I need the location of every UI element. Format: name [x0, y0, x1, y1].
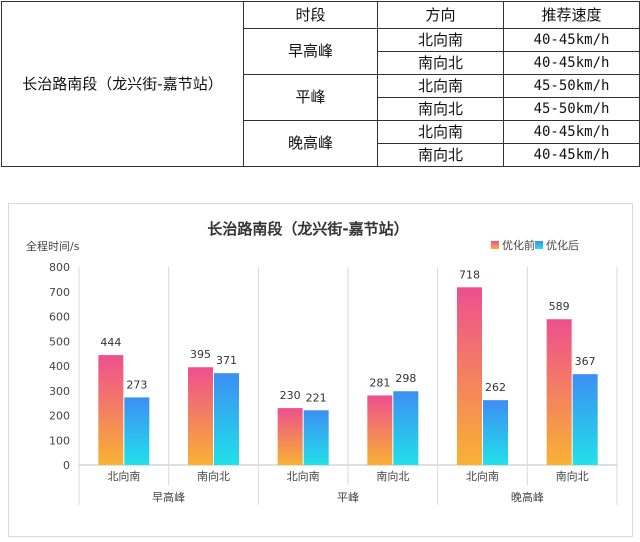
period-cell: 晚高峰 [243, 120, 378, 167]
speed-cell: 45-50km/h [503, 97, 640, 121]
header-period: 时段 [243, 1, 378, 29]
speed-table: 长治路南段（龙兴街-嘉节站） 时段 方向 推荐速度 早高峰 北向南 40-45k… [1, 1, 640, 167]
period-cell: 平峰 [243, 74, 378, 121]
y-tick-label: 600 [49, 311, 70, 324]
bar [483, 400, 508, 465]
bar [367, 395, 393, 465]
bar [572, 374, 598, 465]
group-label: 早高峰 [152, 490, 185, 504]
data-label: 230 [280, 389, 301, 402]
x-tick-label: 北向南 [287, 469, 320, 483]
data-label: 221 [306, 391, 327, 404]
y-tick-label: 200 [49, 410, 70, 423]
plot-bars [98, 287, 598, 465]
speed-cell: 40-45km/h [503, 120, 640, 144]
chart-container: 长治路南段（龙兴街-嘉节站） 全程时间/s 优化前 优化后 0 100 200 300 4… [8, 203, 633, 537]
plot-grid: 0 100 200 300 400 500 600 700 800 [49, 261, 618, 505]
y-axis-label: 全程时间/s [26, 239, 80, 253]
data-label: 371 [216, 354, 237, 367]
direction-cell: 南向北 [377, 51, 504, 75]
bar [277, 408, 303, 465]
chart-title: 长治路南段（龙兴街-嘉节站） [207, 220, 408, 238]
direction-cell: 北向南 [377, 74, 504, 98]
bar [98, 355, 124, 465]
header-speed: 推荐速度 [503, 1, 640, 29]
legend-label: 优化前 [502, 238, 535, 252]
header-direction: 方向 [377, 1, 504, 29]
direction-cell: 南向北 [377, 143, 504, 167]
legend: 优化前 优化后 [491, 238, 579, 252]
x-tick-label: 北向南 [107, 469, 140, 483]
data-label: 367 [575, 355, 596, 368]
legend-label: 优化后 [546, 238, 579, 252]
y-tick-label: 300 [49, 385, 70, 398]
bar [214, 373, 239, 465]
data-label: 273 [126, 378, 147, 391]
bar [303, 410, 329, 465]
speed-cell: 45-50km/h [503, 74, 640, 98]
speed-cell: 40-45km/h [503, 51, 640, 75]
data-label: 589 [549, 300, 570, 313]
period-cell: 早高峰 [243, 28, 378, 75]
x-tick-label: 南向北 [556, 469, 589, 483]
direction-cell: 南向北 [377, 97, 504, 121]
y-tick-label: 0 [63, 459, 70, 472]
speed-cell: 40-45km/h [503, 28, 640, 52]
y-tick-label: 700 [49, 286, 70, 299]
group-label: 晚高峰 [511, 490, 544, 504]
x-tick-label: 南向北 [197, 469, 230, 483]
data-label: 444 [100, 336, 121, 349]
legend-swatch [491, 241, 499, 249]
segment-cell: 长治路南段（龙兴街-嘉节站） [1, 1, 244, 167]
bar [124, 397, 150, 465]
legend-swatch [535, 241, 543, 249]
x-tick-label: 北向南 [466, 469, 499, 483]
y-tick-label: 400 [49, 360, 70, 373]
bar [457, 287, 482, 465]
data-label: 718 [459, 268, 480, 281]
segment-name: 长治路南段（龙兴街-嘉节站） [22, 74, 223, 93]
data-label: 395 [190, 348, 211, 361]
bar-chart: 长治路南段（龙兴街-嘉节站） 全程时间/s 优化前 优化后 0 100 200 300 4… [8, 203, 633, 537]
speed-cell: 40-45km/h [503, 143, 640, 167]
y-tick-label: 100 [49, 434, 70, 447]
y-tick-label: 800 [49, 261, 70, 274]
data-label: 281 [369, 376, 390, 389]
y-tick-label: 500 [49, 335, 70, 348]
direction-cell: 北向南 [377, 120, 504, 144]
x-tick-label: 南向北 [376, 469, 409, 483]
direction-cell: 北向南 [377, 28, 504, 52]
data-label: 298 [395, 372, 416, 385]
bar [546, 319, 572, 465]
bar [188, 367, 213, 465]
group-label: 平峰 [337, 491, 359, 504]
data-label: 262 [485, 381, 506, 394]
bar [393, 391, 419, 465]
